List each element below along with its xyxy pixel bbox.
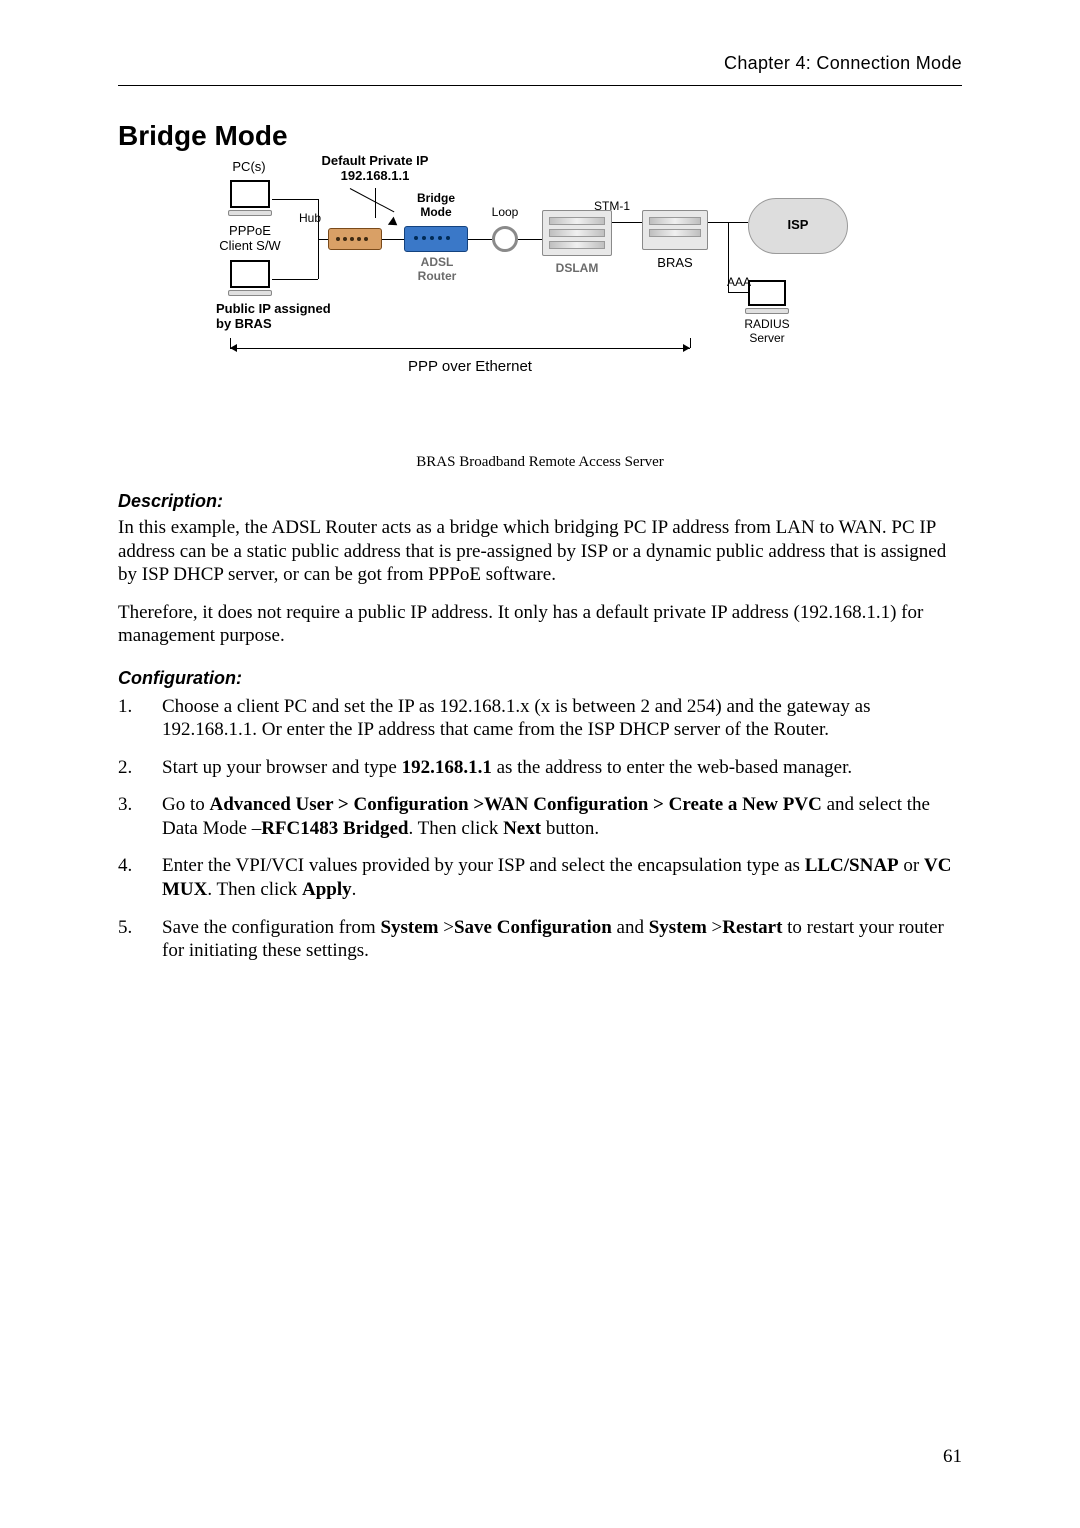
text: Bridge xyxy=(417,191,455,205)
isp-label: ISP xyxy=(748,218,848,233)
connector-line xyxy=(518,239,542,240)
text: Mode xyxy=(420,205,451,219)
text-bold: System xyxy=(649,917,707,938)
text-bold: Next xyxy=(503,818,541,839)
diagram-caption: BRAS Broadband Remote Access Server xyxy=(118,454,962,471)
ppp-over-ethernet-label: PPP over Ethernet xyxy=(370,358,570,375)
bridge-mode-label: Bridge Mode xyxy=(398,192,474,220)
router-ports-icon xyxy=(414,236,450,240)
connector-line xyxy=(382,239,404,240)
text: 192.168.1.1 xyxy=(341,168,410,183)
step-item: Save the configuration from System >Save… xyxy=(118,916,962,963)
dslam-icon xyxy=(542,210,612,256)
connector-line xyxy=(728,222,748,223)
pc-base-icon xyxy=(228,210,272,216)
text-bold: 192.168.1.1 xyxy=(402,757,492,778)
arrow-line xyxy=(690,338,691,348)
pc-icon xyxy=(230,260,270,288)
arrow-line xyxy=(230,348,690,349)
text-bold: RFC1483 Bridged xyxy=(261,818,408,839)
aaa-label: AAA xyxy=(726,276,752,290)
arrow-head-icon xyxy=(230,344,237,352)
text: by BRAS xyxy=(216,316,272,331)
connector-line xyxy=(272,279,318,280)
arrow-head-icon xyxy=(683,344,690,352)
text-bold: LLC/SNAP xyxy=(805,855,899,876)
text: Default Private IP xyxy=(322,153,429,168)
arrow-line xyxy=(350,188,395,212)
text-bold: Save Configuration xyxy=(454,917,612,938)
text-bold: Apply xyxy=(302,879,352,900)
configuration-steps: Choose a client PC and set the IP as 192… xyxy=(118,695,962,963)
text: PPPoE xyxy=(229,223,271,238)
stm1-label: STM-1 xyxy=(584,200,640,214)
connector-line xyxy=(708,222,728,223)
adsl-router-label: ADSL Router xyxy=(402,256,472,284)
pc-icon xyxy=(230,180,270,208)
connector-line xyxy=(468,239,492,240)
pppoe-label: PPPoE Client S/W xyxy=(208,224,292,254)
aaa-base-icon xyxy=(745,308,789,314)
loop-label: Loop xyxy=(478,206,532,220)
page-number: 61 xyxy=(943,1446,962,1468)
connector-line xyxy=(318,239,328,240)
text: > xyxy=(707,917,722,938)
bras-icon xyxy=(642,210,708,250)
step-item: Enter the VPI/VCI values provided by you… xyxy=(118,854,962,901)
radius-label: RADIUS Server xyxy=(728,318,806,346)
loop-icon xyxy=(492,226,518,252)
text: Save the configuration from xyxy=(162,917,380,938)
text: Router xyxy=(418,269,457,283)
text: as the address to enter the web-based ma… xyxy=(492,757,852,778)
text: Client S/W xyxy=(219,238,280,253)
text: button. xyxy=(541,818,599,839)
text: Public IP assigned xyxy=(216,301,331,316)
text: . xyxy=(352,879,357,900)
configuration-heading: Configuration: xyxy=(118,668,962,689)
text-bold: System xyxy=(380,917,438,938)
text: or xyxy=(899,855,924,876)
connector-line xyxy=(612,222,642,223)
connector-line xyxy=(728,292,748,293)
dslam-label: DSLAM xyxy=(544,262,610,276)
aaa-server-icon xyxy=(748,280,786,306)
hub-label: Hub xyxy=(292,212,328,226)
text: Go to xyxy=(162,794,210,815)
text: and xyxy=(612,917,649,938)
page-header: Chapter 4: Connection Mode xyxy=(724,53,962,74)
section-title: Bridge Mode xyxy=(118,120,962,152)
bras-label: BRAS xyxy=(642,256,708,271)
network-diagram: PC(s) PPPoE Client S/W Hub Default Priva… xyxy=(220,162,860,452)
step-item: Start up your browser and type 192.168.1… xyxy=(118,756,962,780)
pcs-label: PC(s) xyxy=(214,160,284,175)
connector-line xyxy=(272,199,318,200)
text: . Then click xyxy=(207,879,302,900)
hub-ports-icon xyxy=(336,237,368,241)
header-rule xyxy=(118,85,962,86)
text: Enter the VPI/VCI values provided by you… xyxy=(162,855,805,876)
description-paragraph: In this example, the ADSL Router acts as… xyxy=(118,516,962,587)
default-ip-label: Default Private IP 192.168.1.1 xyxy=(300,154,450,184)
step-item: Choose a client PC and set the IP as 192… xyxy=(118,695,962,742)
text: RADIUS xyxy=(744,317,789,331)
text: ADSL xyxy=(421,255,454,269)
text: Server xyxy=(749,331,784,345)
step-item: Go to Advanced User > Configuration >WAN… xyxy=(118,793,962,840)
description-heading: Description: xyxy=(118,491,962,512)
pc-base-icon xyxy=(228,290,272,296)
text-bold: Advanced User > Configuration >WAN Confi… xyxy=(210,794,822,815)
text: > xyxy=(439,917,454,938)
public-ip-label: Public IP assigned by BRAS xyxy=(216,302,376,332)
description-paragraph: Therefore, it does not require a public … xyxy=(118,601,962,648)
text-bold: Restart xyxy=(722,917,782,938)
text: Start up your browser and type xyxy=(162,757,402,778)
text: . Then click xyxy=(408,818,503,839)
